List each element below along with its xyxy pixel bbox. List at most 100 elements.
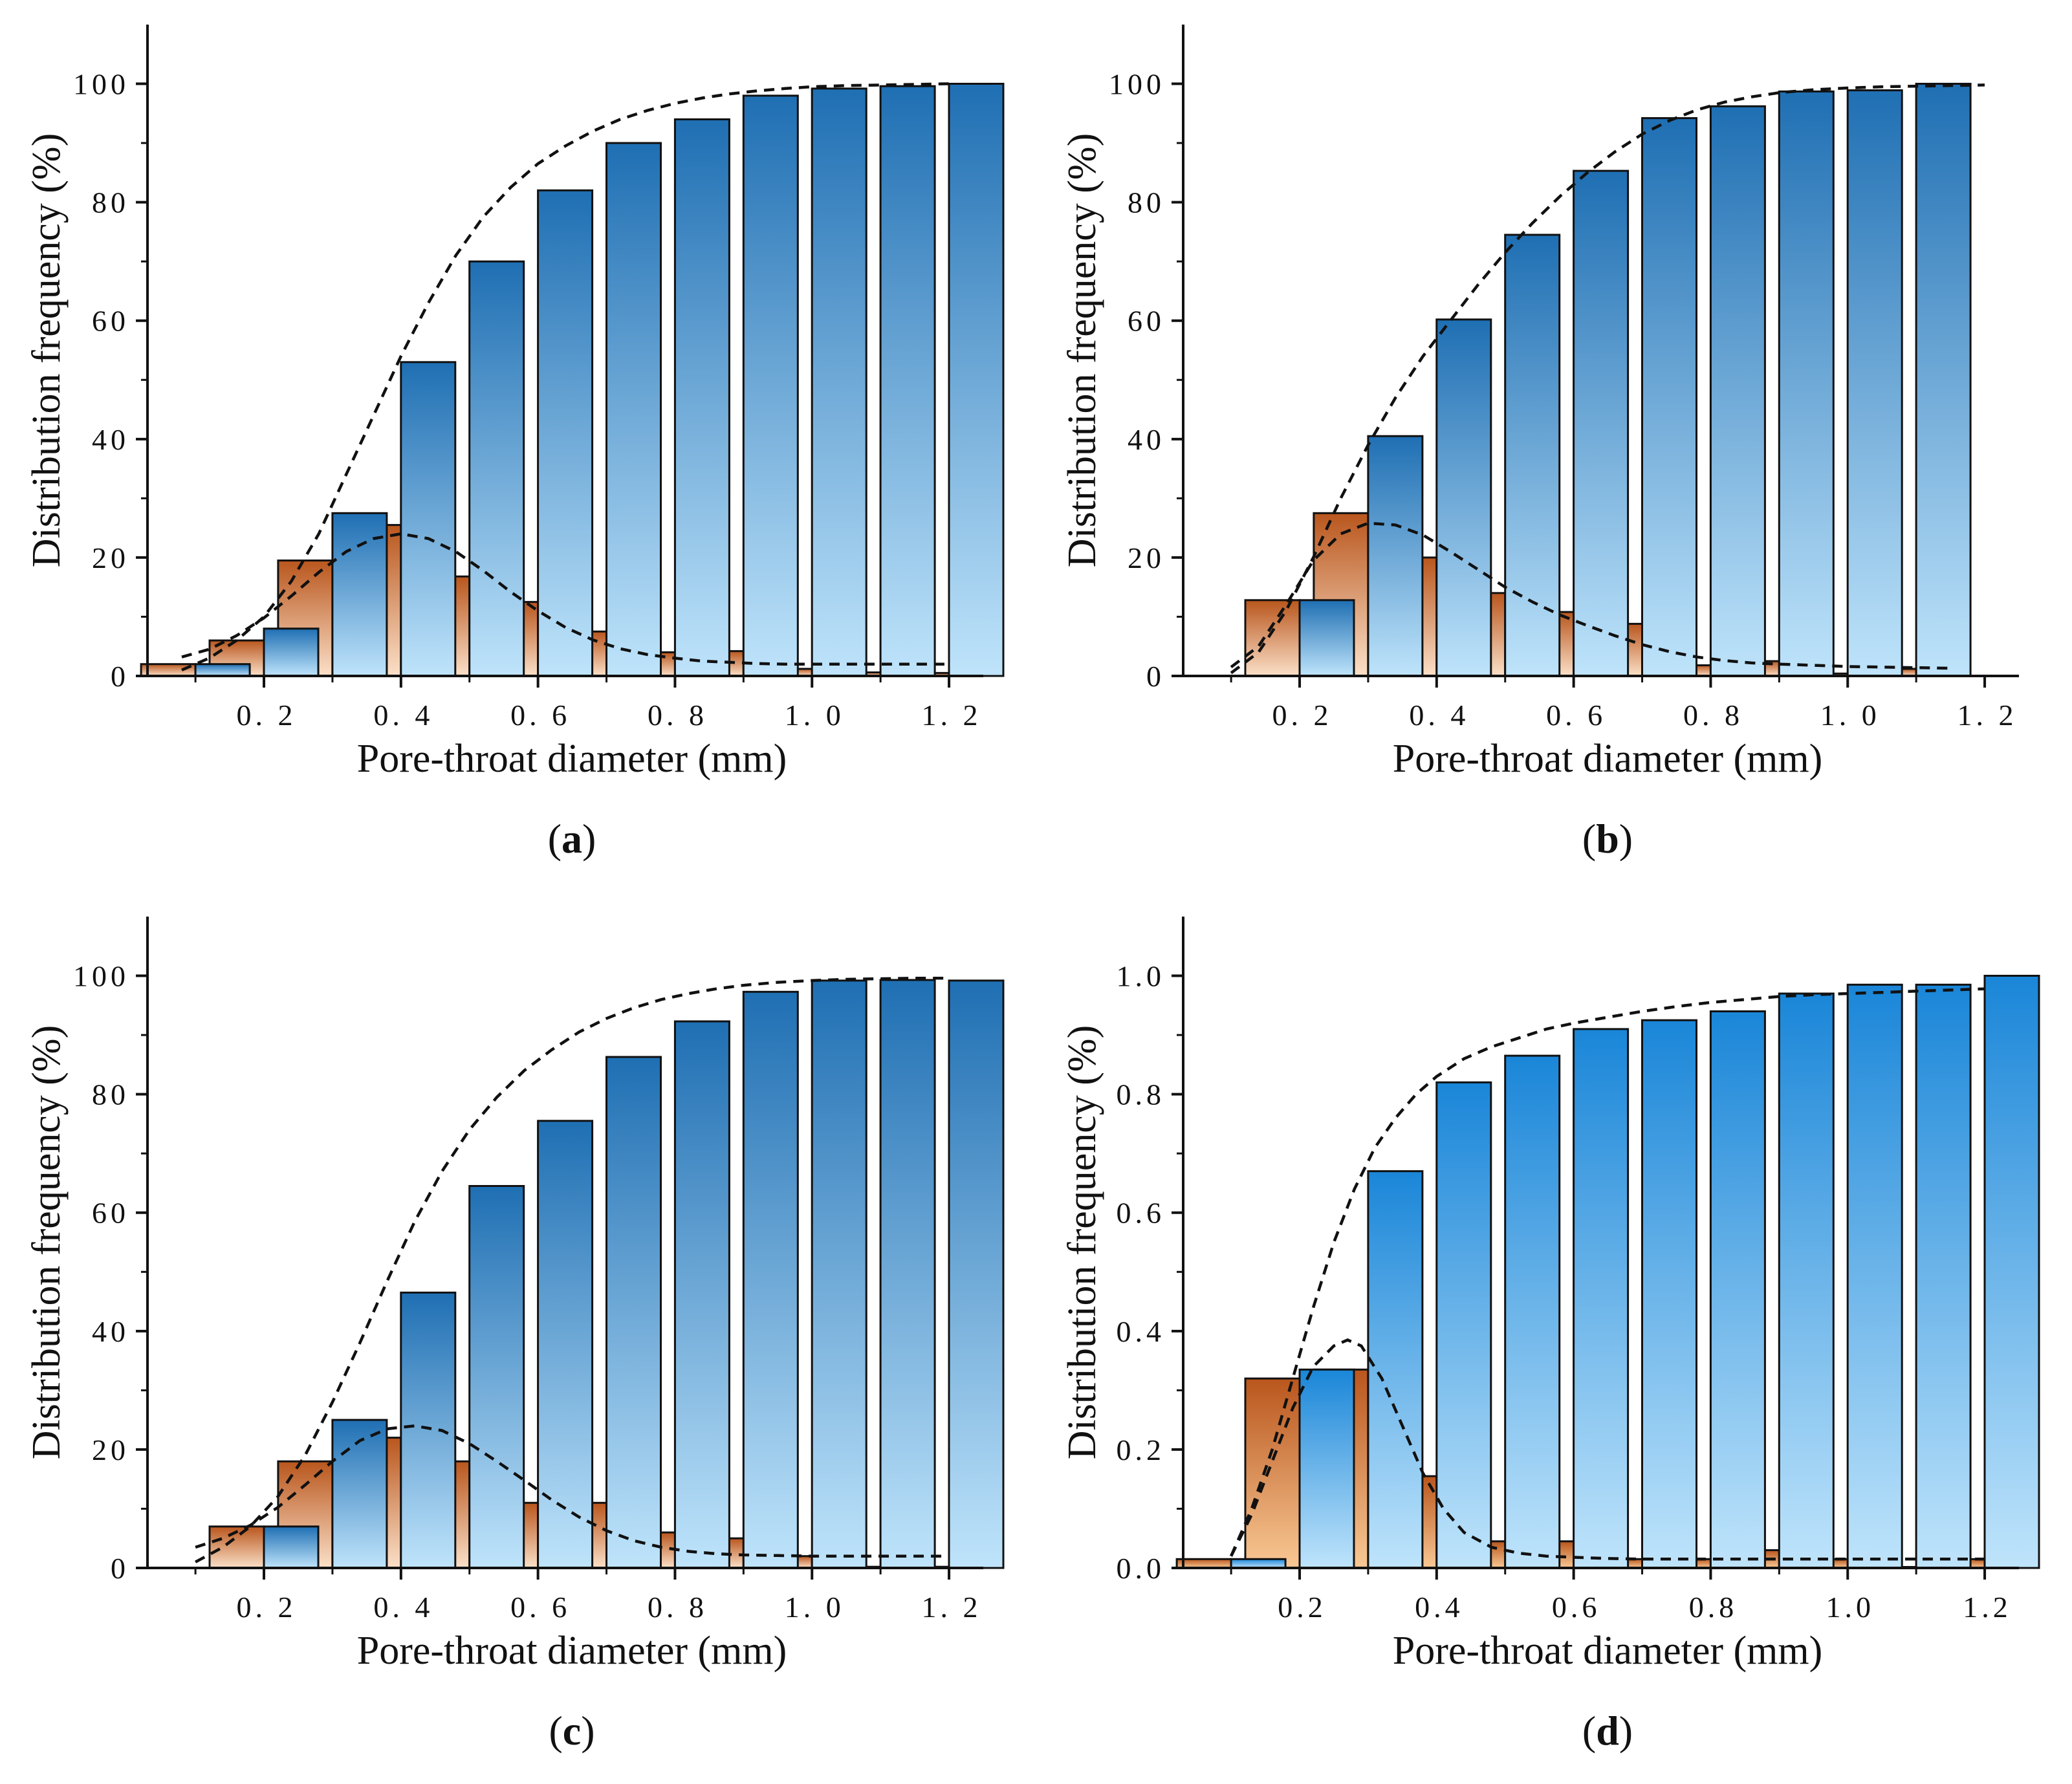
fit-curve-1 bbox=[195, 976, 949, 1563]
y-tick-label: 40 bbox=[92, 423, 129, 456]
bar-cumulative-10 bbox=[879, 85, 936, 677]
y-axis-title: Distribution frequency (%) bbox=[25, 133, 69, 567]
x-tick-label: 1. 2 bbox=[1957, 699, 2018, 732]
y-axis-title: Distribution frequency (%) bbox=[25, 1025, 69, 1459]
x-tick-label: 0.6 bbox=[1552, 1591, 1601, 1624]
bar-cumulative-10 bbox=[1915, 983, 1972, 1569]
x-tick-label: 0. 6 bbox=[510, 699, 571, 732]
fit-curve-1 bbox=[181, 82, 950, 671]
bar-cumulative-4 bbox=[1573, 169, 1630, 677]
y-tick-label: 60 bbox=[1128, 305, 1165, 338]
bar-distribution-0 bbox=[140, 663, 197, 677]
bars bbox=[1244, 83, 1972, 677]
fit-curve-0 bbox=[1230, 521, 1951, 670]
bar-cumulative-3 bbox=[400, 361, 457, 677]
panel-caption: (a) bbox=[548, 816, 596, 862]
bar-cumulative-9 bbox=[1846, 983, 1903, 1569]
panel-caption: (c) bbox=[549, 1708, 594, 1754]
panel-caption: (b) bbox=[1582, 816, 1633, 862]
bar-cumulative-3 bbox=[1435, 1081, 1492, 1569]
panel-b: 0 20 40 60 80 100 0. 2 0. 4 0. 6 0. 8 1. 0 1. 2 Pore… bbox=[1036, 0, 2072, 892]
bar-cumulative-2 bbox=[400, 1291, 457, 1569]
x-axis-title: Pore-throat diameter (mm) bbox=[1393, 737, 1823, 781]
x-tick-label: 1. 2 bbox=[922, 699, 982, 732]
bar-cumulative-9 bbox=[879, 979, 936, 1569]
axes bbox=[146, 917, 983, 1569]
fit-curve-0 bbox=[195, 1424, 949, 1558]
bars bbox=[1175, 975, 2040, 1569]
bar-cumulative-1 bbox=[331, 1419, 388, 1569]
bar-cumulative-6 bbox=[1709, 105, 1766, 677]
y-tick-label: 0.0 bbox=[1117, 1552, 1166, 1585]
y-axis-title: Distribution frequency (%) bbox=[1060, 133, 1104, 567]
bar-cumulative-8 bbox=[811, 979, 867, 1569]
y-tick-label: 80 bbox=[92, 186, 129, 219]
x-tick-label: 1. 0 bbox=[1820, 699, 1881, 732]
bar-cumulative-11 bbox=[948, 83, 1005, 677]
x-tick-label: 1.2 bbox=[1963, 1591, 2012, 1624]
bar-distribution-0 bbox=[1244, 599, 1301, 677]
y-tick-label: 20 bbox=[92, 541, 129, 574]
panel-c: 0 20 40 60 80 100 0. 2 0. 4 0. 6 0. 8 1. 0 1. 2 Pore… bbox=[0, 892, 1036, 1784]
bar-cumulative-0 bbox=[263, 1525, 320, 1569]
bar-cumulative-2 bbox=[1435, 318, 1492, 677]
x-tick-label: 0. 4 bbox=[373, 699, 433, 732]
bar-cumulative-10 bbox=[948, 979, 1005, 1569]
x-tick-label: 0. 2 bbox=[237, 1591, 297, 1624]
bars bbox=[208, 979, 1005, 1569]
bar-cumulative-1 bbox=[1298, 1368, 1355, 1569]
y-tick-label: 20 bbox=[1128, 541, 1165, 574]
y-tick-label: 0.2 bbox=[1117, 1433, 1166, 1466]
fit-curve-1 bbox=[1230, 83, 1985, 675]
x-axis-title: Pore-throat diameter (mm) bbox=[1393, 1629, 1823, 1673]
bar-cumulative-2 bbox=[331, 512, 388, 677]
panel-caption: (d) bbox=[1582, 1708, 1633, 1754]
y-tick-label: 80 bbox=[1128, 186, 1165, 219]
x-tick-label: 0. 6 bbox=[510, 1591, 571, 1624]
bar-cumulative-4 bbox=[537, 1120, 594, 1569]
chart-b: 0 20 40 60 80 100 0. 2 0. 4 0. 6 0. 8 1. 0 1. 2 Pore… bbox=[1060, 25, 2019, 862]
y-tick-label: 0 bbox=[111, 660, 129, 693]
chart-d: 0.0 0.2 0.4 0.6 0.8 1.0 0.2 0.4 0.6 0.8 1.0 1.2 Pore… bbox=[1060, 917, 2040, 1754]
bar-cumulative-7 bbox=[673, 118, 730, 677]
y-tick-label: 20 bbox=[92, 1433, 129, 1466]
bar-cumulative-7 bbox=[1778, 90, 1835, 677]
y-axis-title: Distribution frequency (%) bbox=[1060, 1025, 1104, 1459]
bar-cumulative-5 bbox=[1641, 117, 1697, 677]
fit-curve-0 bbox=[181, 532, 949, 666]
x-tick-label: 1. 0 bbox=[785, 699, 845, 732]
x-tick-label: 0. 8 bbox=[1683, 699, 1743, 732]
bar-cumulative-3 bbox=[468, 1185, 525, 1569]
bar-cumulative-5 bbox=[537, 189, 594, 677]
bar-cumulative-0 bbox=[194, 663, 251, 677]
y-tick-label: 0.6 bbox=[1117, 1197, 1166, 1230]
bar-cumulative-0 bbox=[1298, 599, 1355, 677]
x-tick-label: 0. 4 bbox=[1409, 699, 1469, 732]
y-tick-label: 0.8 bbox=[1117, 1078, 1166, 1111]
bar-cumulative-4 bbox=[468, 260, 525, 677]
panel-d: 0.0 0.2 0.4 0.6 0.8 1.0 0.2 0.4 0.6 0.8 1.0 1.2 Pore… bbox=[1036, 892, 2072, 1784]
y-tick-label: 100 bbox=[1109, 68, 1165, 101]
x-tick-label: 0.4 bbox=[1415, 1591, 1464, 1624]
y-tick-label: 60 bbox=[92, 305, 129, 338]
y-tick-label: 1.0 bbox=[1117, 960, 1166, 993]
axes bbox=[146, 25, 983, 677]
axes bbox=[1182, 917, 2019, 1569]
panel-a: 0 20 40 60 80 100 0. 2 0. 4 0. 6 0. 8 1. 0 1. 2 Pore… bbox=[0, 0, 1036, 892]
y-tick-label: 100 bbox=[73, 960, 129, 993]
bar-cumulative-9 bbox=[811, 87, 867, 677]
bar-cumulative-9 bbox=[1915, 83, 1972, 677]
y-tick-label: 100 bbox=[73, 68, 129, 101]
bar-cumulative-5 bbox=[1573, 1028, 1630, 1569]
chart-c: 0 20 40 60 80 100 0. 2 0. 4 0. 6 0. 8 1. 0 1. 2 Pore… bbox=[25, 917, 1005, 1754]
bar-cumulative-5 bbox=[605, 1056, 662, 1569]
x-tick-label: 0. 8 bbox=[648, 1591, 708, 1624]
x-axis-title: Pore-throat diameter (mm) bbox=[357, 1629, 787, 1673]
x-tick-label: 0.2 bbox=[1278, 1591, 1327, 1624]
x-tick-label: 0. 2 bbox=[237, 699, 297, 732]
chart-a: 0 20 40 60 80 100 0. 2 0. 4 0. 6 0. 8 1. 0 1. 2 Pore… bbox=[25, 25, 1005, 862]
fit-curve-0 bbox=[1230, 1338, 1985, 1561]
bar-cumulative-6 bbox=[1641, 1019, 1697, 1569]
bar-distribution-0 bbox=[1175, 1558, 1232, 1569]
